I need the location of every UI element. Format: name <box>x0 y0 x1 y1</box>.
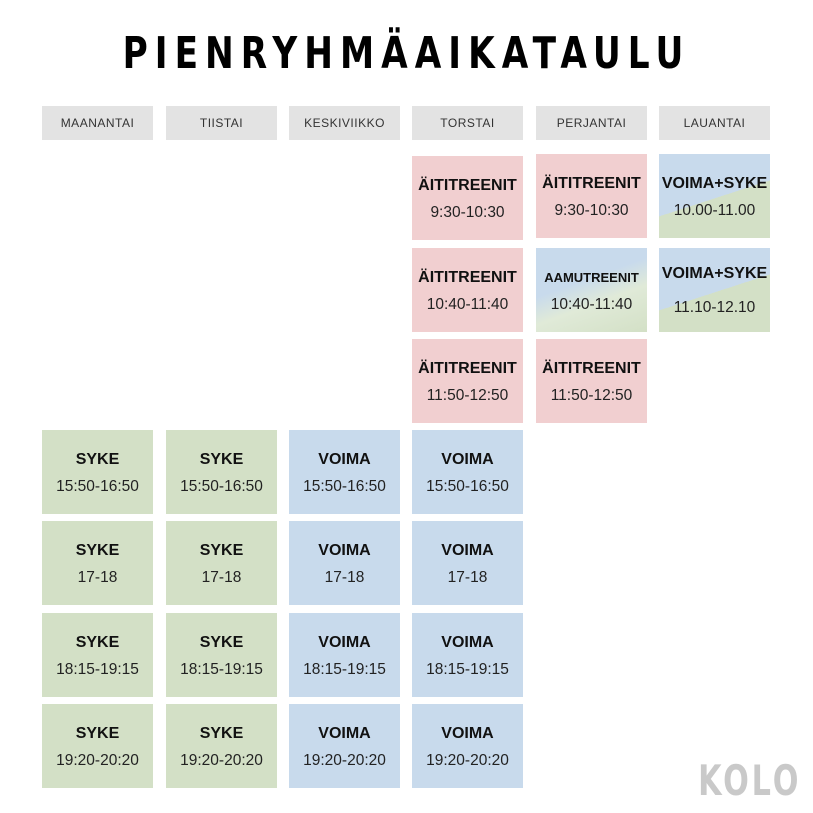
class-time: 11.10-12.10 <box>673 299 756 316</box>
class-card-lauantai-voima-syke: VOIMA+SYKE 10.00-11.00 <box>659 154 770 238</box>
class-time: 18:15-19:15 <box>180 660 263 678</box>
class-time: 19:20-20:20 <box>180 751 263 769</box>
class-time: 10.00-11.00 <box>673 201 756 219</box>
kolo-logo: KOLO <box>697 756 801 805</box>
class-card-keskiviikko-voima: VOIMA 17-18 <box>289 521 400 605</box>
class-time: 18:15-19:15 <box>303 660 386 678</box>
class-name: ÄITITREENIT <box>542 359 641 377</box>
class-name: VOIMA <box>318 450 371 468</box>
class-name: SYKE <box>199 724 244 742</box>
day-header-tiistai: TIISTAI <box>166 106 277 140</box>
class-time: 9:30-10:30 <box>554 201 629 219</box>
class-time: 15:50-16:50 <box>303 477 386 495</box>
class-name: ÄITITREENIT <box>418 268 517 286</box>
class-name: VOIMA <box>318 633 371 651</box>
class-time: 15:50-16:50 <box>426 477 509 495</box>
class-time: 10:40-11:40 <box>426 295 509 313</box>
class-time: 10:40-11:40 <box>550 295 633 313</box>
class-name: SYKE <box>199 633 244 651</box>
class-time: 18:15-19:15 <box>56 660 139 678</box>
class-name: VOIMA+SYKE <box>661 174 768 192</box>
class-card-tiistai-syke: SYKE 17-18 <box>166 521 277 605</box>
class-card-torstai-voima: VOIMA 15:50-16:50 <box>412 430 523 514</box>
class-name: SYKE <box>75 450 120 468</box>
class-name: ÄITITREENIT <box>418 359 517 377</box>
class-card-perjantai-aititreenit: ÄITITREENIT 11:50-12:50 <box>536 339 647 423</box>
class-card-maanantai-syke: SYKE 19:20-20:20 <box>42 704 153 788</box>
class-card-torstai-voima: VOIMA 18:15-19:15 <box>412 613 523 697</box>
day-header-lauantai: LAUANTAI <box>659 106 770 140</box>
class-time: 9:30-10:30 <box>430 203 505 221</box>
day-header-torstai: TORSTAI <box>412 106 523 140</box>
class-time: 17-18 <box>77 568 118 586</box>
class-name: VOIMA <box>318 541 371 559</box>
class-card-tiistai-syke: SYKE 18:15-19:15 <box>166 613 277 697</box>
class-time: 19:20-20:20 <box>426 751 509 769</box>
class-name: VOIMA <box>441 450 494 468</box>
class-card-tiistai-syke: SYKE 15:50-16:50 <box>166 430 277 514</box>
class-time: 17-18 <box>201 568 242 586</box>
class-name: VOIMA <box>441 633 494 651</box>
class-time: 15:50-16:50 <box>56 477 139 495</box>
class-name: SYKE <box>199 541 244 559</box>
class-card-torstai-aititreenit: ÄITITREENIT 9:30-10:30 <box>412 156 523 240</box>
class-card-tiistai-syke: SYKE 19:20-20:20 <box>166 704 277 788</box>
class-name: ÄITITREENIT <box>542 174 641 192</box>
class-time: 19:20-20:20 <box>56 751 139 769</box>
class-card-keskiviikko-voima: VOIMA 15:50-16:50 <box>289 430 400 514</box>
class-name: ÄITITREENIT <box>418 176 517 194</box>
class-time: 11:50-12:50 <box>550 386 633 404</box>
class-name: VOIMA <box>441 541 494 559</box>
class-card-maanantai-syke: SYKE 15:50-16:50 <box>42 430 153 514</box>
class-card-perjantai-aamutreenit: AAMUTREENIT 10:40-11:40 <box>536 248 647 332</box>
class-card-perjantai-aititreenit: ÄITITREENIT 9:30-10:30 <box>536 154 647 238</box>
class-card-keskiviikko-voima: VOIMA 18:15-19:15 <box>289 613 400 697</box>
class-name: SYKE <box>199 450 244 468</box>
class-card-torstai-voima: VOIMA 17-18 <box>412 521 523 605</box>
class-time: 17-18 <box>447 568 488 586</box>
page-title: PIENRYHMÄAIKATAULU <box>122 28 691 79</box>
class-name: VOIMA <box>441 724 494 742</box>
class-name: SYKE <box>75 724 120 742</box>
class-card-maanantai-syke: SYKE 18:15-19:15 <box>42 613 153 697</box>
class-card-torstai-voima: VOIMA 19:20-20:20 <box>412 704 523 788</box>
class-time: 15:50-16:50 <box>180 477 263 495</box>
class-time: 17-18 <box>324 568 365 586</box>
class-card-torstai-aititreenit: ÄITITREENIT 11:50-12:50 <box>412 339 523 423</box>
class-name: VOIMA+SYKE <box>661 265 768 282</box>
day-header-maanantai: MAANANTAI <box>42 106 153 140</box>
class-time: 11:50-12:50 <box>426 386 509 404</box>
day-header-keskiviikko: KESKIVIIKKO <box>289 106 400 140</box>
class-card-torstai-aititreenit: ÄITITREENIT 10:40-11:40 <box>412 248 523 332</box>
class-time: 18:15-19:15 <box>426 660 509 678</box>
class-name: SYKE <box>75 541 120 559</box>
class-name: VOIMA <box>318 724 371 742</box>
class-card-lauantai-voima-syke: VOIMA+SYKE 11.10-12.10 <box>659 248 770 332</box>
day-header-perjantai: PERJANTAI <box>536 106 647 140</box>
class-name: AAMUTREENIT <box>544 269 639 285</box>
class-time: 19:20-20:20 <box>303 751 386 769</box>
class-card-maanantai-syke: SYKE 17-18 <box>42 521 153 605</box>
class-card-keskiviikko-voima: VOIMA 19:20-20:20 <box>289 704 400 788</box>
class-name: SYKE <box>75 633 120 651</box>
